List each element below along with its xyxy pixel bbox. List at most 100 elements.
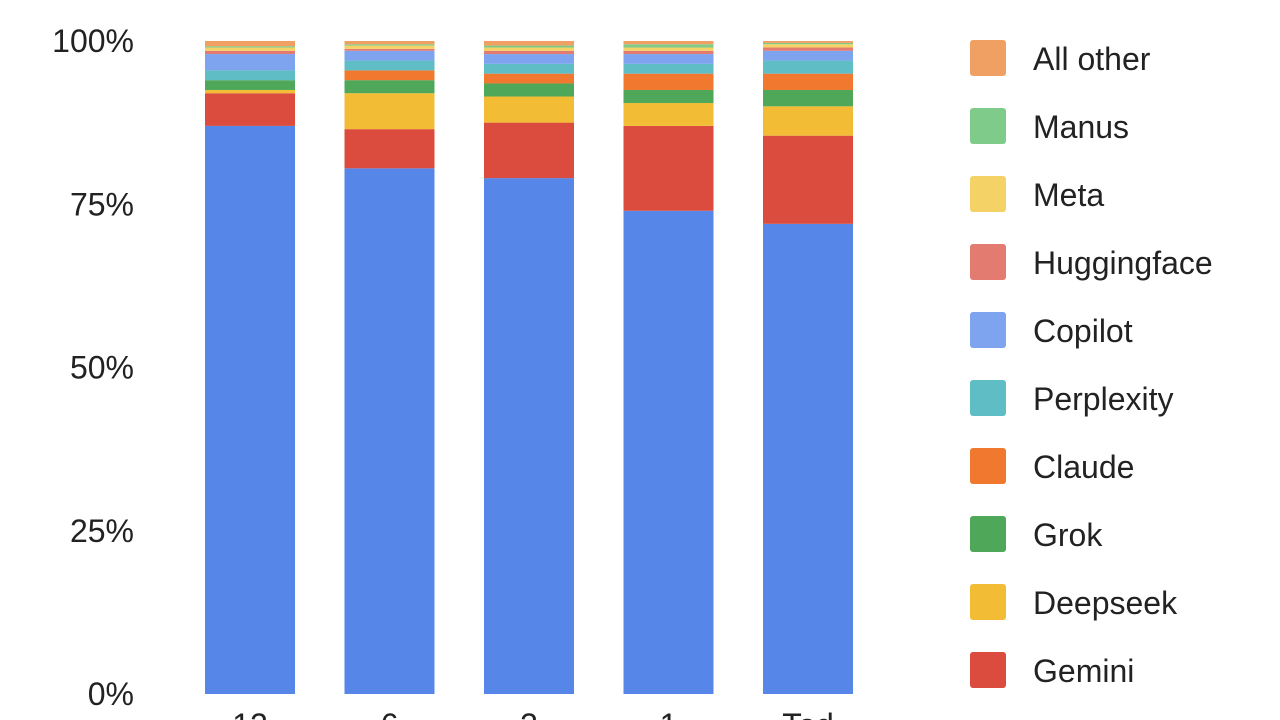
legend-swatch — [970, 176, 1006, 212]
bar-segment — [763, 47, 853, 51]
bar-column — [623, 41, 714, 694]
bar-segment — [484, 83, 574, 97]
legend-label: Gemini — [1033, 653, 1134, 689]
bar-segment — [205, 54, 295, 71]
legend-label: Huggingface — [1033, 245, 1213, 281]
legend-swatch — [970, 652, 1006, 688]
bar-segment — [484, 122, 574, 179]
bar-segment — [763, 135, 853, 224]
bar-segment — [344, 60, 435, 71]
bar-segment — [763, 50, 853, 61]
legend-item: Grok — [970, 516, 1103, 553]
legend-swatch — [970, 40, 1006, 76]
bar-segment — [484, 63, 574, 74]
bar-segment — [763, 42, 853, 45]
bar-segment — [344, 80, 435, 94]
bar-segment — [763, 60, 853, 74]
bar-segment — [344, 50, 435, 61]
bar-column — [344, 41, 435, 694]
bar-segment — [344, 168, 435, 694]
bar-segment — [344, 45, 435, 49]
bar-segment — [623, 73, 714, 90]
legend-label: Deepseek — [1033, 585, 1178, 621]
x-tick-label: 3 — [520, 707, 538, 720]
bar-segment — [344, 129, 435, 169]
bar-segment — [205, 80, 295, 90]
bar-segment — [763, 89, 853, 107]
legend-label: Manus — [1033, 109, 1129, 145]
bar-segment — [205, 89, 295, 94]
bar-segment — [763, 106, 853, 136]
bar-segment — [484, 41, 574, 46]
bar-segment — [763, 41, 853, 43]
x-tick-label: 12 — [232, 707, 268, 720]
legend-swatch — [970, 108, 1006, 144]
y-tick-label: 25% — [70, 513, 134, 549]
bar-segment — [623, 210, 714, 694]
legend-label: All other — [1033, 41, 1151, 77]
bar-segment — [484, 45, 574, 48]
y-tick-label: 50% — [70, 350, 134, 386]
bar-segment — [623, 50, 714, 55]
bar-segment — [484, 73, 574, 84]
bar-segment — [623, 63, 714, 74]
legend-label: Copilot — [1033, 313, 1133, 349]
x-tick-label: 6 — [381, 707, 399, 720]
x-tick-label: 1 — [660, 707, 678, 720]
bar-segment — [205, 46, 295, 48]
bar-segment — [205, 70, 295, 81]
bar-segment — [623, 41, 714, 45]
bar-segment — [344, 93, 435, 130]
y-tick-label: 0% — [88, 676, 134, 712]
bar-column — [484, 41, 574, 694]
bar-segment — [623, 47, 714, 51]
bar-segment — [763, 73, 853, 90]
legend-swatch — [970, 380, 1006, 416]
bar-segment — [484, 54, 574, 64]
bar-segment — [484, 47, 574, 51]
legend-swatch — [970, 448, 1006, 484]
bar-segment — [623, 125, 714, 211]
bar-column — [763, 41, 853, 694]
x-tick-label: Tod — [782, 707, 834, 720]
y-axis-ticks: 0% 25% 50% 75% 100% — [52, 23, 134, 712]
bar-segment — [344, 41, 435, 45]
bar-segment — [344, 44, 435, 46]
bar-segment — [484, 50, 574, 55]
legend-label: Grok — [1033, 517, 1103, 553]
legend-item: Perplexity — [970, 380, 1174, 417]
bars — [205, 41, 853, 694]
legend-swatch — [970, 244, 1006, 280]
legend-swatch — [970, 584, 1006, 620]
bar-segment — [623, 89, 714, 104]
legend-item: Claude — [970, 448, 1134, 485]
legend-label: Perplexity — [1033, 381, 1174, 417]
y-tick-label: 100% — [52, 23, 134, 59]
y-tick-label: 75% — [70, 186, 134, 222]
bar-segment — [623, 44, 714, 48]
legend-item: Huggingface — [970, 244, 1213, 281]
bar-segment — [344, 70, 435, 81]
bar-segment — [484, 178, 574, 694]
bar-segment — [623, 103, 714, 126]
legend: All other Manus Meta Huggingface Copilot Perp… — [970, 40, 1213, 689]
bar-segment — [205, 41, 295, 47]
legend-item: Meta — [970, 176, 1104, 213]
legend-item: Copilot — [970, 312, 1133, 349]
bar-segment — [763, 223, 853, 694]
bar-segment — [623, 54, 714, 64]
bar-segment — [205, 93, 295, 126]
legend-item: All other — [970, 40, 1151, 77]
bar-segment — [763, 44, 853, 48]
legend-label: Meta — [1033, 177, 1104, 213]
bar-segment — [205, 50, 295, 55]
bar-segment — [484, 96, 574, 123]
bar-column — [205, 41, 295, 694]
legend-swatch — [970, 312, 1006, 348]
legend-item: Deepseek — [970, 584, 1178, 621]
bar-segment — [205, 47, 295, 51]
legend-item: Gemini — [970, 652, 1134, 689]
legend-item: Manus — [970, 108, 1129, 145]
